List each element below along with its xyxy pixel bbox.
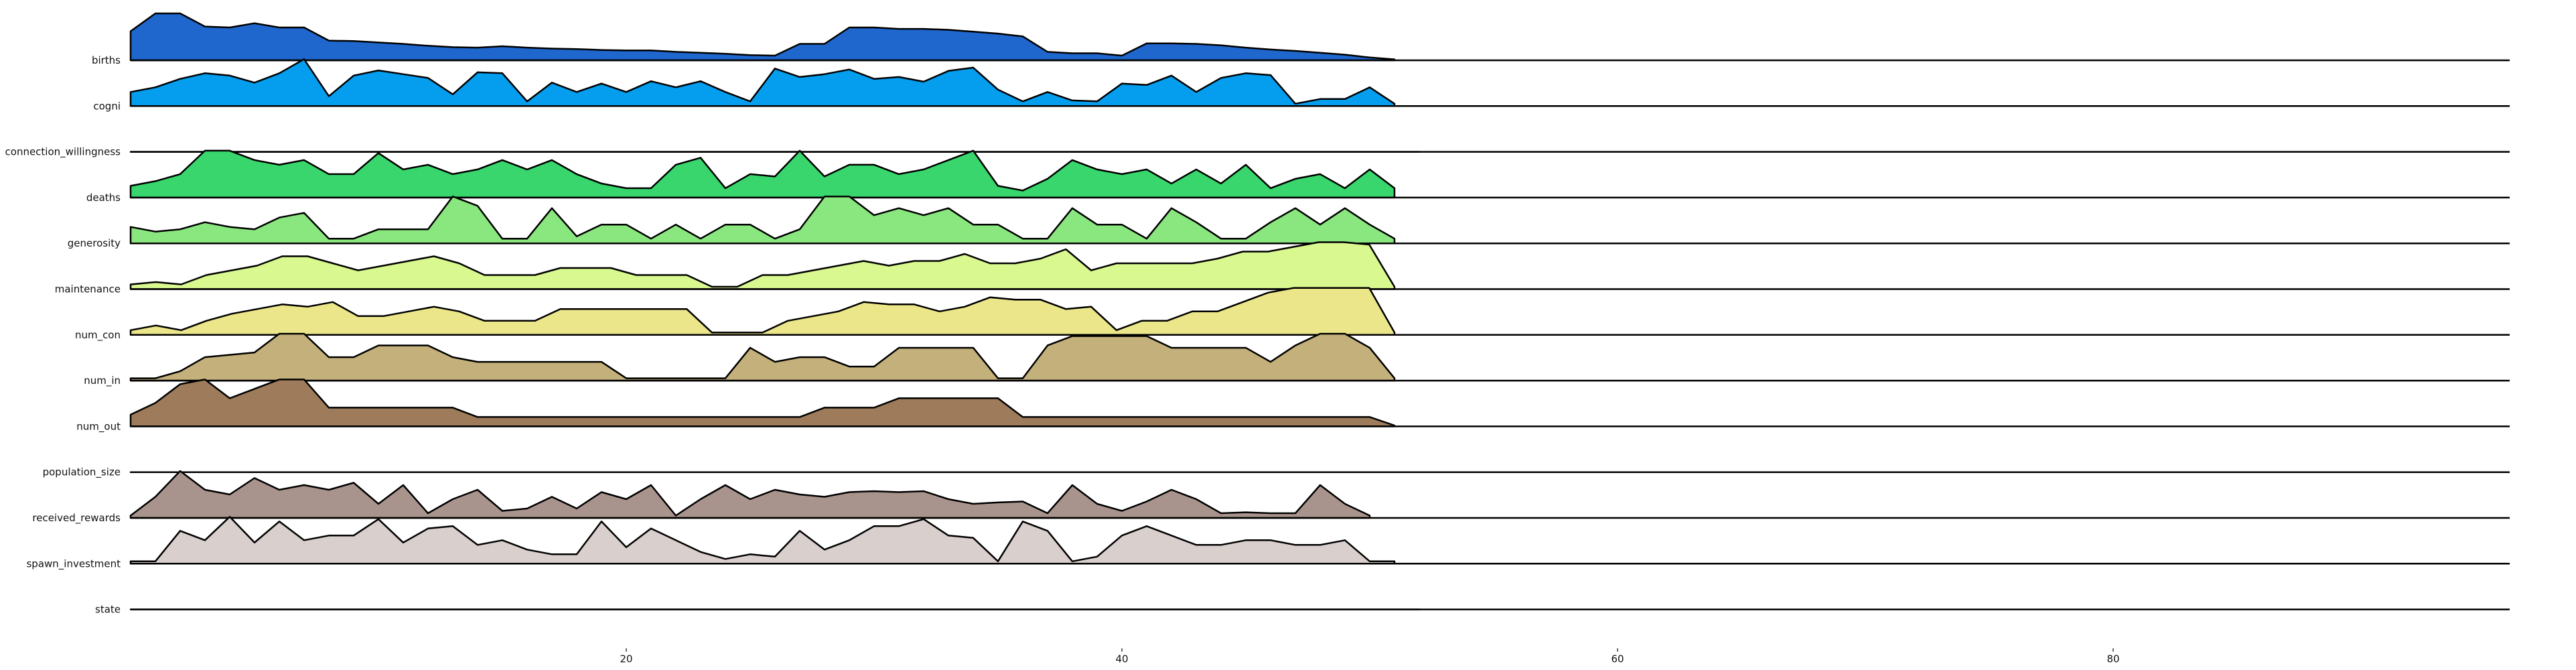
ridge-deaths <box>129 149 1396 199</box>
row-label-num-con: num_con <box>75 329 121 342</box>
ridge-num-con <box>129 287 1396 336</box>
ridges <box>129 12 2510 610</box>
row-label-num-in: num_in <box>84 375 121 387</box>
ridge-spawn-investment <box>129 516 1396 565</box>
row-label-state: state <box>95 604 121 616</box>
row-label-births: births <box>92 54 121 66</box>
row-label-deaths: deaths <box>86 192 121 204</box>
ridge-cogni <box>129 58 1396 107</box>
ridge-group-deaths <box>129 149 2510 199</box>
ridge-maintenance <box>129 241 1396 290</box>
row-label-maintenance: maintenance <box>55 283 121 295</box>
ridge-group-received-rewards <box>129 470 2510 519</box>
row-label-cogni: cogni <box>93 100 121 112</box>
x-tick-label-80: 80 <box>2106 653 2119 665</box>
ridge-group-num-in <box>129 332 2510 382</box>
ridge-group-maintenance <box>129 241 2510 290</box>
row-label-population-size: population_size <box>43 466 121 479</box>
x-tick-label-20: 20 <box>620 653 632 665</box>
x-tick-label-40: 40 <box>1115 653 1128 665</box>
row-label-generosity: generosity <box>68 237 121 249</box>
ridge-group-cogni <box>129 58 2510 107</box>
ridge-group-generosity <box>129 195 2510 245</box>
row-label-connection-willingness: connection_willingness <box>5 146 121 159</box>
ridge-num-in <box>129 332 1396 382</box>
ridge-group-births <box>129 12 2510 62</box>
ridge-generosity <box>129 195 1396 245</box>
ridge-group-num-con <box>129 287 2510 336</box>
ridge-num-out <box>129 379 1396 427</box>
row-label-received-rewards: received_rewards <box>32 512 121 525</box>
row-label-num-out: num_out <box>76 420 121 433</box>
ridge-received-rewards <box>129 470 1371 519</box>
ridge-group-num-out <box>129 379 2510 427</box>
row-label-spawn-investment: spawn_investment <box>26 557 121 570</box>
ridge-group-spawn-investment <box>129 516 2510 565</box>
x-tick-label-60: 60 <box>1611 653 1624 665</box>
ridge-births <box>129 12 1396 62</box>
x-axis: 20 40 60 80 <box>620 648 2120 665</box>
